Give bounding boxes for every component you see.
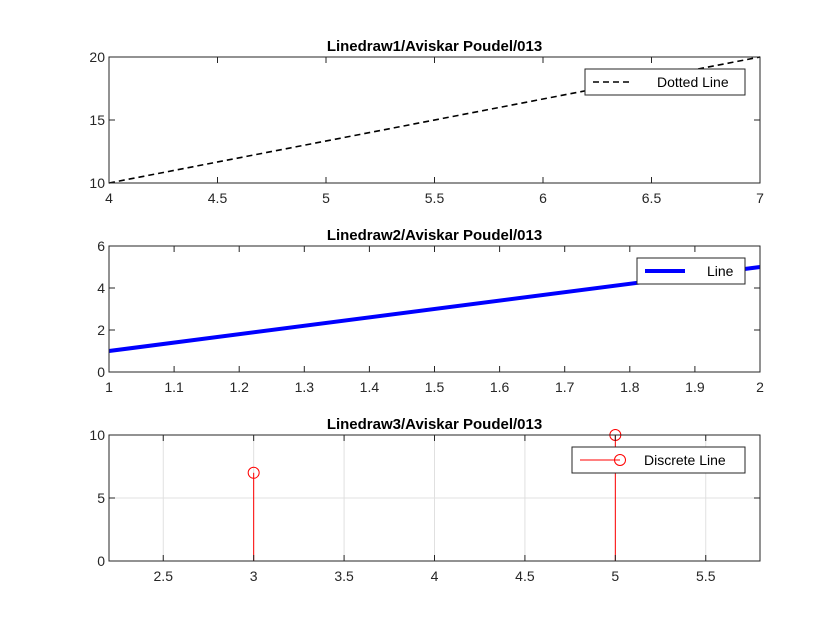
legend-label: Dotted Line xyxy=(657,74,729,90)
legend: Dotted Line xyxy=(584,68,746,96)
x-tick-label: 5.5 xyxy=(425,190,445,206)
x-tick-label: 1.3 xyxy=(295,379,315,395)
y-tick-label: 10 xyxy=(89,427,105,443)
x-tick-label: 5.5 xyxy=(696,568,716,584)
y-tick-label: 15 xyxy=(89,112,105,128)
x-tick-label: 7 xyxy=(756,190,764,206)
subplot-2: 1 1.1 1.2 1.3 1.4 1.5 1.6 1.7 1.8 1.9 2 0 2 4 6 Linedra… xyxy=(97,227,764,395)
legend: Discrete Line xyxy=(571,446,746,474)
y-tick-label: 2 xyxy=(97,322,105,338)
subplot-3: 2.5 3 3.5 4 4.5 5 5.5 0 5 10 Linedraw3/Aviskar Pou… xyxy=(89,416,761,584)
y-tick-label: 20 xyxy=(89,49,105,65)
x-tick-label: 1.1 xyxy=(164,379,184,395)
x-tick-label: 5 xyxy=(322,190,330,206)
legend-label: Line xyxy=(707,263,734,279)
x-tick-label: 4.5 xyxy=(208,190,228,206)
x-tick-label: 4 xyxy=(431,568,439,584)
x-tick-label: 1.4 xyxy=(360,379,380,395)
y-tick-label: 5 xyxy=(97,490,105,506)
y-tick-label: 0 xyxy=(97,364,105,380)
legend-label: Discrete Line xyxy=(644,452,726,468)
x-tick-label: 6 xyxy=(539,190,547,206)
x-tick-label: 4 xyxy=(105,190,113,206)
y-tick-label: 6 xyxy=(97,238,105,254)
legend-box xyxy=(584,68,746,96)
x-tick-label: 5 xyxy=(611,568,619,584)
chart-title: Linedraw3/Aviskar Poudel/013 xyxy=(327,416,542,433)
chart-title: Linedraw2/Aviskar Poudel/013 xyxy=(327,227,542,244)
y-tick-label: 0 xyxy=(97,553,105,569)
y-tick-label: 10 xyxy=(89,175,105,191)
x-tick-label: 2.5 xyxy=(154,568,174,584)
x-tick-label: 3 xyxy=(250,568,258,584)
y-tick-label: 4 xyxy=(97,280,105,296)
chart-title: Linedraw1/Aviskar Poudel/013 xyxy=(327,38,542,55)
subplot-1: 4 4.5 5 5.5 6 6.5 7 10 15 20 Linedraw1/Aviskar Pou… xyxy=(89,38,764,206)
legend-sample-marker xyxy=(614,454,626,466)
x-tick-label: 6.5 xyxy=(642,190,662,206)
stem-marker xyxy=(247,466,260,479)
x-tick-label: 1.8 xyxy=(620,379,640,395)
x-tick-label: 1 xyxy=(105,379,113,395)
x-tick-label: 1.6 xyxy=(490,379,510,395)
x-tick-label: 1.7 xyxy=(555,379,575,395)
x-tick-label: 1.9 xyxy=(685,379,705,395)
x-tick-label: 4.5 xyxy=(515,568,535,584)
x-tick-label: 2 xyxy=(756,379,764,395)
x-tick-label: 1.5 xyxy=(425,379,445,395)
x-tick-label: 3.5 xyxy=(334,568,354,584)
legend: Line xyxy=(636,257,746,285)
x-tick-label: 1.2 xyxy=(229,379,249,395)
